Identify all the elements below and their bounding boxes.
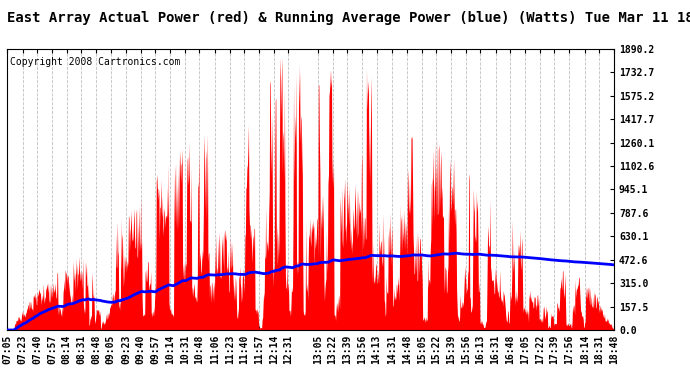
Text: East Array Actual Power (red) & Running Average Power (blue) (Watts) Tue Mar 11 : East Array Actual Power (red) & Running … (7, 11, 690, 26)
Text: Copyright 2008 Cartronics.com: Copyright 2008 Cartronics.com (10, 57, 180, 67)
